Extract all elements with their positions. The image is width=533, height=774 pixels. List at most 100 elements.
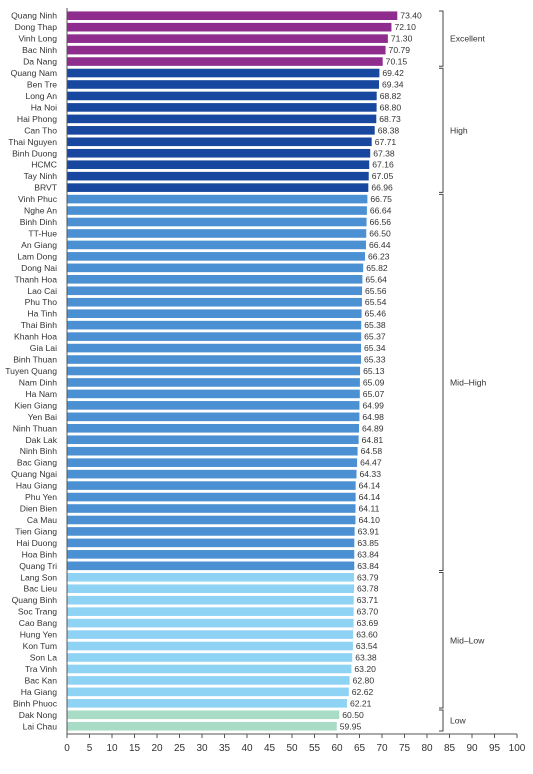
bar	[67, 630, 354, 639]
group-label: Mid–Low	[450, 635, 485, 645]
category-label: Quang Nam	[11, 68, 57, 78]
bar	[67, 229, 367, 238]
data-label: 65.07	[363, 389, 385, 399]
data-label: 69.34	[382, 79, 404, 89]
category-label: Kien Giang	[14, 400, 57, 410]
x-tick-label: 85	[444, 743, 456, 754]
data-label: 69.42	[382, 68, 404, 78]
category-label: Hau Giang	[16, 481, 57, 491]
group-label: Excellent	[450, 34, 485, 44]
category-label: Quang Ninh	[11, 11, 57, 21]
category-label: Binh Duong	[12, 148, 57, 158]
category-label: Dong Thap	[15, 22, 58, 32]
bar	[67, 80, 380, 89]
x-axis: 0 5 10 15 20 25 30 35 40 45 50 55 60 65 70 75 80 85 90 95 10…	[64, 8, 526, 754]
category-label: BRVT	[34, 183, 58, 193]
bar	[67, 263, 364, 273]
category-label: Hoa Binh	[22, 549, 58, 559]
x-tick-label: 45	[264, 743, 276, 754]
x-tick-label: 75	[399, 743, 411, 754]
bar	[67, 206, 367, 215]
category-label: Ben Tre	[27, 79, 57, 89]
data-label: 68.73	[379, 114, 401, 124]
category-label: Ha Tinh	[27, 309, 57, 319]
x-tick-label: 65	[354, 743, 366, 754]
data-label: 64.89	[362, 423, 384, 433]
bar	[67, 22, 392, 32]
x-tick-label: 55	[309, 743, 321, 754]
bar	[67, 378, 360, 387]
category-label: Khanh Hoa	[14, 332, 57, 342]
category-label: Binh Phuoc	[13, 698, 58, 708]
group-label: High	[450, 125, 468, 135]
data-label: 66.56	[370, 217, 392, 227]
data-label: 67.16	[372, 160, 394, 170]
bar	[67, 45, 386, 55]
bar	[67, 401, 360, 410]
group-brackets: Excellent High Mid–High Mid–Low Low	[439, 10, 487, 732]
bar	[67, 171, 369, 181]
x-tick-label: 40	[241, 743, 253, 754]
bar	[67, 538, 355, 548]
data-label: 68.38	[378, 125, 400, 135]
x-tick-label: 10	[106, 743, 118, 754]
data-label: 65.34	[364, 343, 386, 353]
data-label: 64.10	[358, 515, 380, 525]
data-label: 64.98	[362, 412, 384, 422]
data-label: 63.84	[357, 549, 379, 559]
data-label: 64.14	[359, 492, 381, 502]
x-tick-label: 80	[421, 743, 433, 754]
bar	[67, 572, 355, 582]
category-label: Hai Duong	[16, 538, 57, 548]
bar	[67, 137, 372, 147]
category-label: Thai Binh	[21, 320, 58, 330]
category-label: Quang Tri	[19, 561, 57, 571]
category-label: Soc Trang	[18, 607, 57, 617]
bar	[67, 148, 371, 158]
group-label: Mid–High	[450, 377, 487, 387]
x-tick-label: 0	[64, 743, 70, 754]
data-label: 73.40	[400, 11, 422, 21]
bar	[67, 389, 360, 399]
data-label: 72.10	[394, 22, 416, 32]
category-label: Yen Bai	[28, 412, 57, 422]
bar	[67, 34, 388, 43]
bar	[67, 515, 356, 525]
bar	[67, 607, 354, 616]
bar	[67, 286, 363, 296]
category-label: Dong Nai	[21, 263, 57, 273]
bar	[67, 710, 340, 720]
category-label: Quang Binh	[12, 595, 58, 605]
bar	[67, 309, 362, 318]
data-label: 63.54	[356, 641, 378, 651]
data-label: 66.96	[371, 183, 393, 193]
data-label: 67.71	[375, 137, 397, 147]
data-label: 59.95	[340, 721, 362, 731]
data-label: 65.33	[364, 355, 386, 365]
category-label: Tra Vinh	[25, 664, 57, 674]
category-label: Thanh Hoa	[14, 274, 57, 284]
category-label: Thai Nguyen	[8, 137, 57, 147]
category-label: Vinh Long	[18, 34, 57, 44]
data-label: 65.37	[364, 332, 386, 342]
group-bracket	[439, 572, 444, 709]
category-label: Ninh Thuan	[13, 423, 57, 433]
category-label: Binh Thuan	[13, 355, 57, 365]
data-label: 64.11	[359, 504, 380, 514]
bar	[67, 183, 369, 192]
bar	[67, 423, 359, 433]
group-bracket	[439, 193, 444, 572]
bar	[67, 699, 347, 708]
category-label: Lam Dong	[17, 251, 57, 261]
data-label: 64.33	[359, 469, 381, 479]
category-label: TT-Hue	[28, 228, 57, 238]
bar	[67, 240, 366, 250]
data-label: 63.70	[357, 607, 379, 617]
data-label: 65.13	[363, 366, 385, 376]
data-label: 63.84	[357, 561, 379, 571]
bar	[67, 320, 362, 330]
data-label: 70.79	[389, 45, 411, 55]
category-label: Nam Dinh	[19, 377, 57, 387]
